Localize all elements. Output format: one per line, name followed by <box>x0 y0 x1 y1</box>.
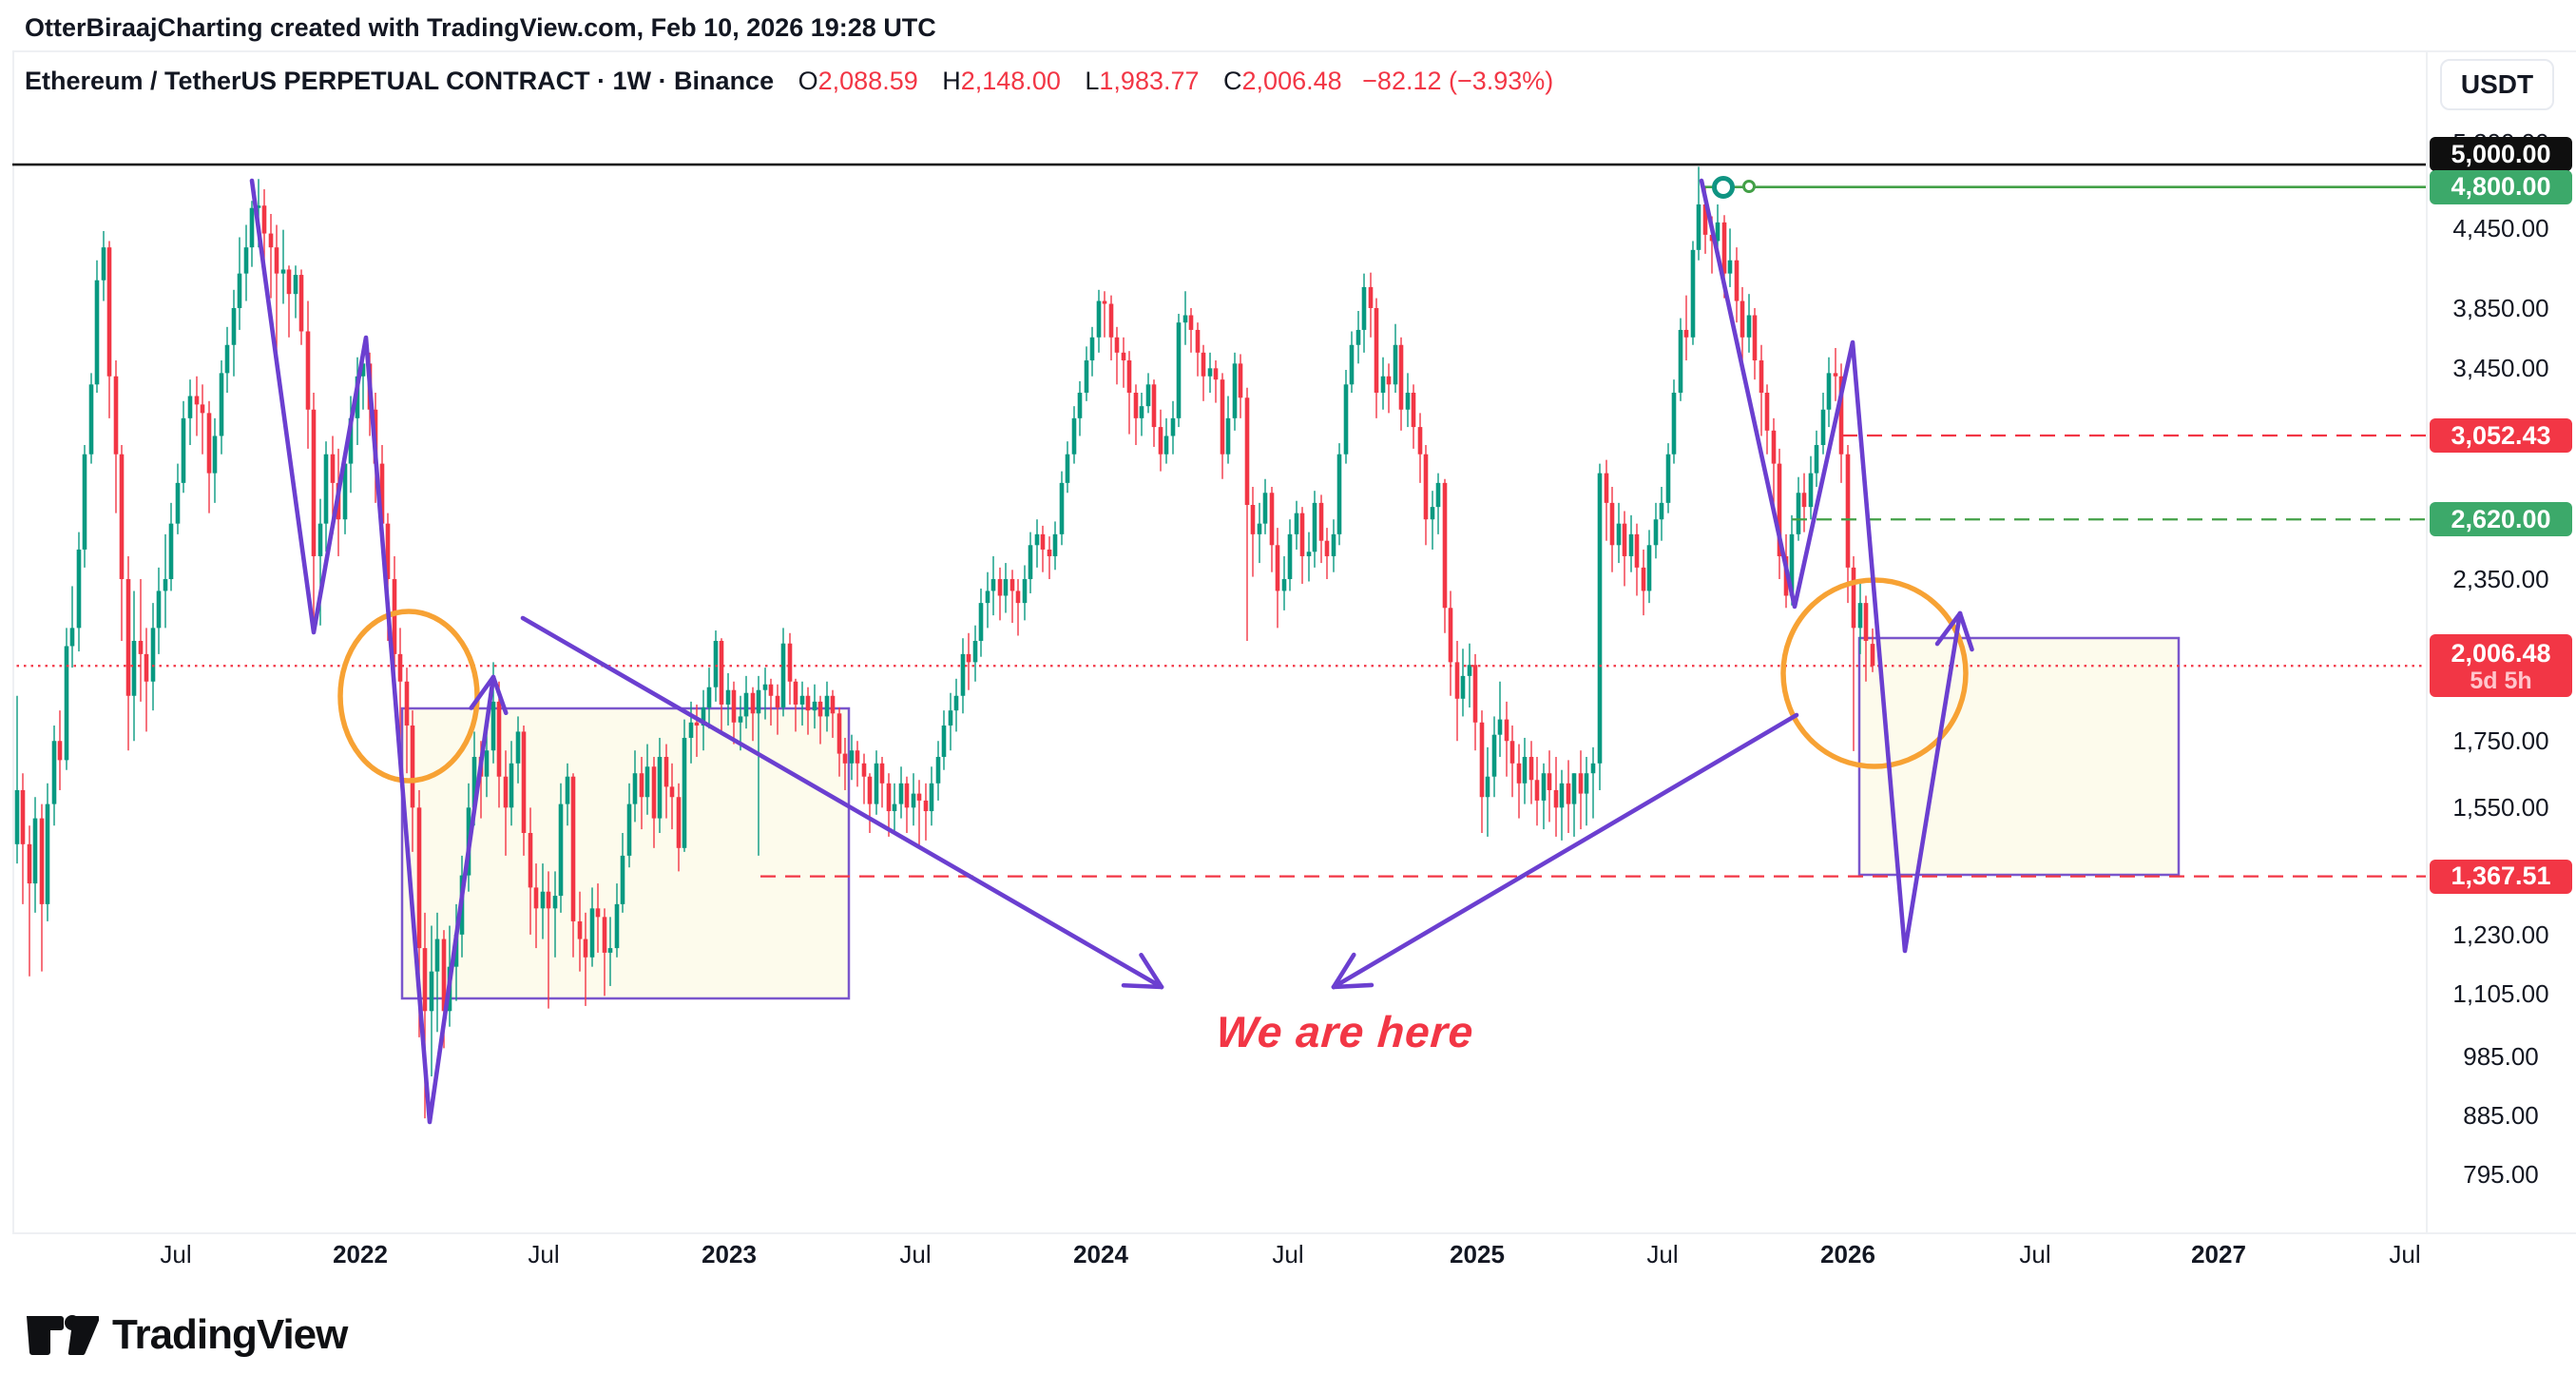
time-axis-label-Jul-2141: Jul <box>2019 1240 2051 1268</box>
ohlc-high-value: 2,148.00 <box>960 67 1061 95</box>
symbol-title[interactable]: Ethereum / TetherUS PERPETUAL CONTRACT ·… <box>25 67 775 95</box>
accumulation-box-2026[interactable] <box>1857 636 2181 877</box>
panel-left-border <box>12 50 14 1232</box>
candles <box>14 166 1875 1119</box>
zigzag-pattern-2025-2026[interactable] <box>1699 178 1963 954</box>
price-badge-5000[interactable]: 5,000.00 <box>2430 137 2572 171</box>
price-axis-label-3850: 3,850.00 <box>2452 293 2549 322</box>
accumulation-box-2022[interactable] <box>400 707 851 1000</box>
price-axis-label-1230: 1,230.00 <box>2452 920 2549 949</box>
price-change: −82.12 (−3.93%) <box>1362 67 1554 95</box>
price-axis-label-1550: 1,550.00 <box>2452 793 2549 823</box>
ohlc-open-value: 2,088.59 <box>817 67 918 95</box>
ohlc-high-key: H <box>942 67 961 95</box>
time-axis-label-2024-1158: 2024 <box>1073 1240 1128 1268</box>
price-badge-4800[interactable]: 4,800.00 <box>2430 169 2572 204</box>
price-axis-label-885: 885.00 <box>2463 1100 2539 1130</box>
currency-toggle-button[interactable]: USDT <box>2440 59 2554 110</box>
price-badge-2006.48[interactable]: 2,006.48 5d 5h <box>2430 634 2572 698</box>
price-axis-separator[interactable] <box>2426 50 2428 1232</box>
time-axis-label-Jul-1355: Jul <box>1272 1240 1304 1268</box>
time-axis-label-Jul-963: Jul <box>899 1240 932 1268</box>
time-axis-separator[interactable] <box>12 1232 2576 1234</box>
ohlc-low-value: 1,983.77 <box>1099 67 1200 95</box>
price-axis-label-4450: 4,450.00 <box>2452 214 2549 243</box>
tradingview-logo-icon <box>27 1315 99 1356</box>
price-axis-label-985: 985.00 <box>2463 1042 2539 1072</box>
peak-anchor-marker-2[interactable] <box>1742 180 1756 193</box>
zigzag-pattern-2021-2022[interactable] <box>249 178 496 1125</box>
price-badge-3052.43[interactable]: 3,052.43 <box>2430 418 2572 454</box>
ohlc-close-value: 2,006.48 <box>1241 67 1342 95</box>
tradingview-logo-text: TradingView <box>112 1311 348 1358</box>
time-axis-label-Jul-572: Jul <box>528 1240 560 1268</box>
time-axis-label-Jul-2530: Jul <box>2389 1240 2421 1268</box>
price-badge-1367.51[interactable]: 1,367.51 <box>2430 859 2572 894</box>
time-axis-label-Jul-185: Jul <box>160 1240 192 1268</box>
price-badge-2620[interactable]: 2,620.00 <box>2430 502 2572 537</box>
we-are-here-annotation: We are here <box>1214 1007 1476 1056</box>
ohlc-low-key: L <box>1085 67 1100 95</box>
time-axis-label-Jul-1749: Jul <box>1646 1240 1679 1268</box>
time-axis-label-2027-2334: 2027 <box>2191 1240 2246 1268</box>
ohlc-open-key: O <box>798 67 818 95</box>
time-axis-label-2022-379: 2022 <box>333 1240 388 1268</box>
symbol-info-row[interactable]: Ethereum / TetherUS PERPETUAL CONTRACT ·… <box>25 67 1553 96</box>
arrow-to-we-are-here-left[interactable] <box>520 615 1164 990</box>
ohlc-close-key: C <box>1223 67 1242 95</box>
arrow-to-we-are-here-right[interactable] <box>1331 712 1799 990</box>
peak-anchor-marker-1[interactable] <box>1712 176 1735 199</box>
chart-credit-text: OtterBiraajCharting created with Trading… <box>25 13 936 42</box>
price-axis-label-3450: 3,450.00 <box>2452 354 2549 383</box>
panel-top-border <box>12 50 2576 52</box>
price-axis-label-1105: 1,105.00 <box>2452 978 2549 1008</box>
time-axis-label-2026-1944: 2026 <box>1820 1240 1875 1268</box>
time-axis-label-2025-1554: 2025 <box>1450 1240 1505 1268</box>
price-axis-label-795: 795.00 <box>2463 1159 2539 1189</box>
price-axis-label-2350: 2,350.00 <box>2452 565 2549 594</box>
time-axis-label-2023-767: 2023 <box>702 1240 757 1268</box>
price-axis-label-1750: 1,750.00 <box>2452 726 2549 756</box>
tradingview-logo[interactable]: TradingView <box>25 1310 348 1360</box>
